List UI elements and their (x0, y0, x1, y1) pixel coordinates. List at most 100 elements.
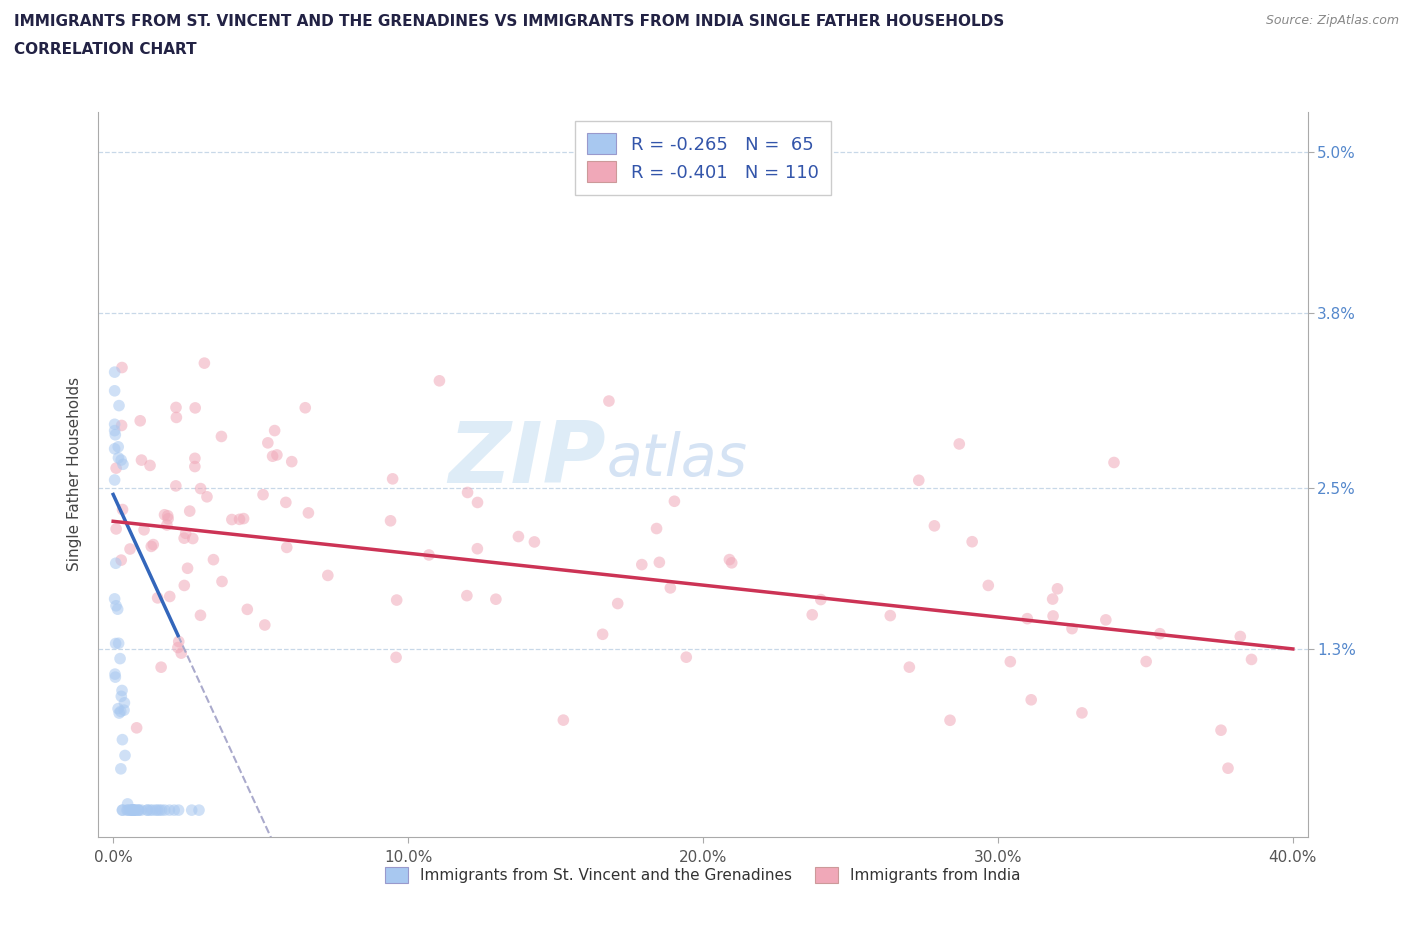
Point (111, 502, 134, 517)
Point (153, 508, 176, 523)
Point (508, 529, 530, 544)
Point (121, 803, 143, 817)
Point (592, 627, 614, 642)
Point (148, 803, 170, 817)
Point (128, 803, 150, 817)
Point (136, 803, 159, 817)
Point (1216, 761, 1239, 776)
Point (150, 659, 173, 674)
Point (114, 748, 136, 763)
Point (228, 512, 250, 526)
Point (163, 803, 186, 817)
Point (232, 512, 254, 526)
Point (202, 552, 225, 567)
Point (110, 704, 132, 719)
Point (467, 495, 489, 510)
Point (107, 439, 129, 454)
Point (121, 803, 143, 817)
Point (190, 608, 212, 623)
Point (810, 592, 832, 607)
Point (274, 495, 297, 510)
Point (1071, 706, 1094, 721)
Point (276, 540, 298, 555)
Point (136, 803, 159, 817)
Point (110, 689, 132, 704)
Point (111, 732, 134, 747)
Point (104, 383, 127, 398)
Point (429, 373, 451, 388)
Point (456, 588, 478, 603)
Point (173, 578, 195, 593)
Point (256, 435, 278, 450)
Point (165, 410, 187, 425)
Point (131, 453, 153, 468)
Point (188, 803, 211, 817)
Point (1102, 455, 1125, 470)
Point (173, 531, 195, 546)
Point (174, 525, 197, 540)
Point (132, 523, 155, 538)
Y-axis label: Single Father Households: Single Father Households (67, 378, 83, 571)
Point (104, 670, 127, 684)
Point (146, 803, 169, 817)
Point (1240, 652, 1263, 667)
Point (145, 803, 167, 817)
Point (179, 504, 201, 519)
Point (104, 427, 127, 442)
Point (180, 803, 202, 817)
Point (104, 417, 127, 432)
Point (907, 472, 929, 487)
Point (209, 429, 232, 444)
Point (263, 423, 285, 438)
Point (159, 803, 181, 817)
Point (112, 696, 135, 711)
Point (252, 487, 274, 502)
Point (1149, 626, 1171, 641)
Point (111, 683, 134, 698)
Point (127, 803, 149, 817)
Text: IMMIGRANTS FROM ST. VINCENT AND THE GRENADINES VS IMMIGRANTS FROM INDIA SINGLE F: IMMIGRANTS FROM ST. VINCENT AND THE GREN… (14, 14, 1004, 29)
Point (107, 636, 129, 651)
Point (110, 552, 132, 567)
Point (1042, 591, 1064, 606)
Point (167, 640, 190, 655)
Point (294, 400, 316, 415)
Point (127, 803, 149, 817)
Point (124, 803, 146, 817)
Point (118, 803, 141, 817)
Point (262, 449, 284, 464)
Point (117, 796, 139, 811)
Point (181, 531, 204, 546)
Point (948, 436, 970, 451)
Point (630, 557, 652, 572)
Point (157, 512, 180, 526)
Text: ZIP: ZIP (449, 418, 606, 501)
Point (141, 539, 163, 554)
Point (139, 803, 162, 817)
Point (165, 400, 187, 415)
Point (107, 450, 129, 465)
Point (1095, 613, 1118, 628)
Point (190, 481, 212, 496)
Point (280, 454, 302, 469)
Point (112, 703, 135, 718)
Point (195, 489, 218, 504)
Point (167, 803, 190, 817)
Point (523, 535, 546, 550)
Point (159, 589, 181, 604)
Point (104, 667, 127, 682)
Text: Source: ZipAtlas.com: Source: ZipAtlas.com (1265, 14, 1399, 27)
Point (110, 453, 132, 468)
Point (104, 556, 127, 571)
Point (111, 457, 134, 472)
Point (156, 509, 179, 524)
Point (170, 645, 193, 660)
Point (316, 568, 339, 583)
Point (236, 602, 259, 617)
Point (146, 591, 169, 605)
Point (1229, 629, 1251, 644)
Point (606, 596, 628, 611)
Point (156, 517, 179, 532)
Point (977, 578, 1000, 593)
Point (176, 561, 198, 576)
